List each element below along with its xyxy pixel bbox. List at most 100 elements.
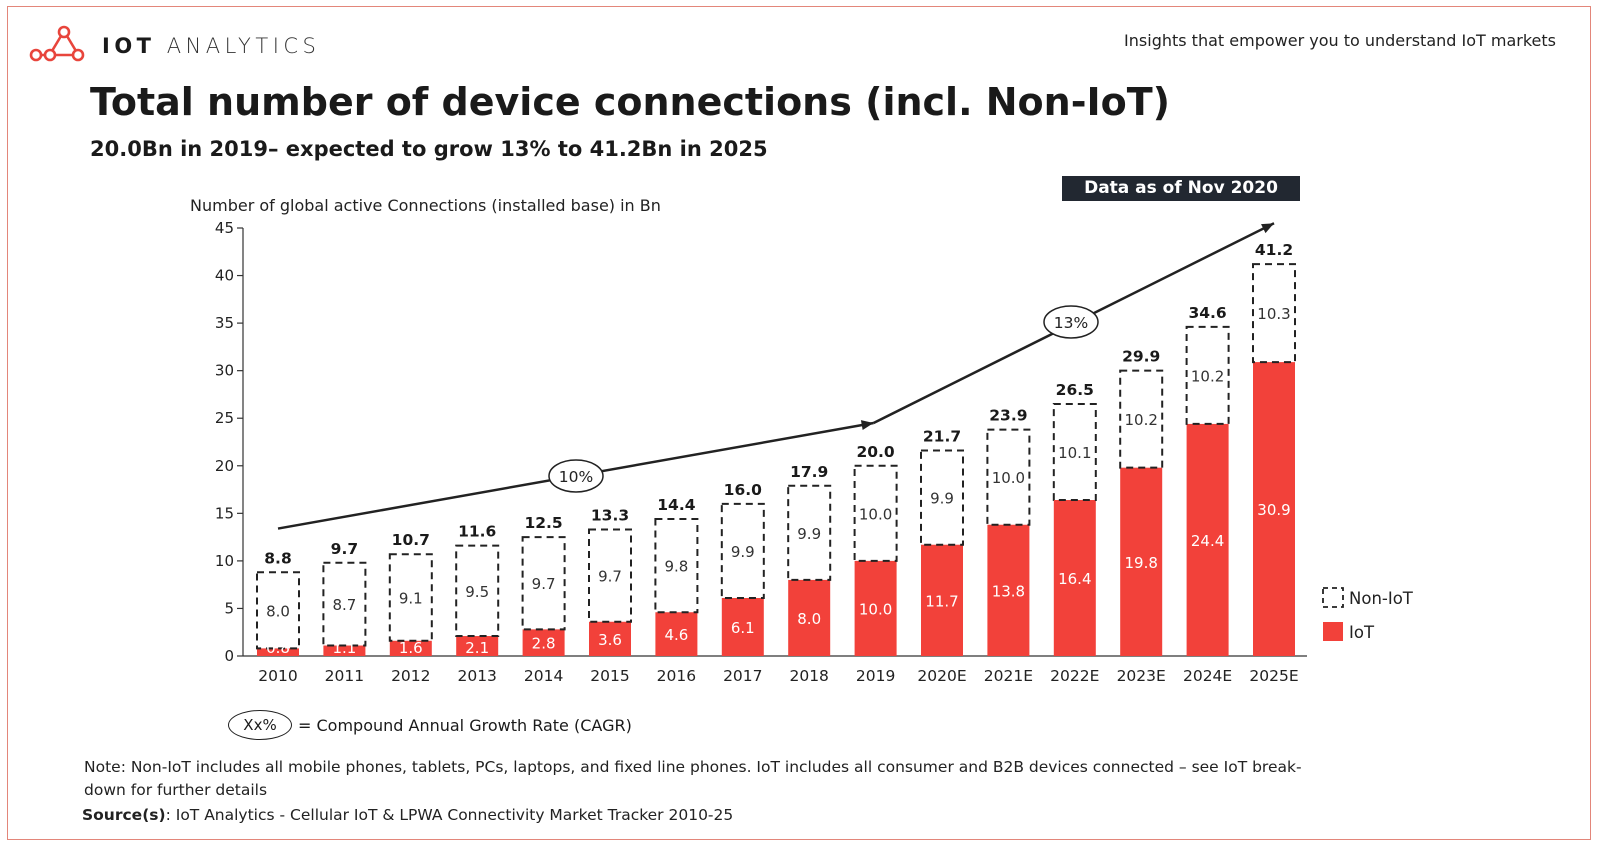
x-tick-label: 2020E (917, 667, 966, 685)
x-tick-label: 2016 (657, 667, 696, 685)
cagr-bubble-2-label: 13% (1054, 314, 1088, 332)
non-iot-value-label: 10.3 (1257, 305, 1290, 323)
cagr-bubble-1-label: 10% (559, 468, 593, 486)
chart-title: Total number of device connections (incl… (90, 80, 1171, 124)
x-tick-label: 2018 (789, 667, 828, 685)
iot-bar (987, 524, 1030, 656)
iot-value-label: 6.1 (731, 619, 755, 637)
iot-bar (1186, 423, 1229, 656)
total-value-label: 34.6 (1188, 304, 1226, 322)
total-value-label: 20.0 (856, 443, 894, 461)
non-iot-value-label: 9.5 (465, 583, 489, 601)
total-value-label: 9.7 (331, 540, 358, 558)
iot-value-label: 30.9 (1257, 501, 1290, 519)
y-tick-label: 35 (215, 314, 234, 332)
iot-bar (323, 645, 366, 656)
non-iot-bar (1252, 263, 1296, 364)
iot-bar (257, 648, 299, 656)
iot-value-label: 2.8 (532, 635, 556, 653)
non-iot-value-label: 10.0 (992, 469, 1025, 487)
iot-bar (921, 544, 963, 656)
non-iot-value-label: 9.1 (399, 590, 423, 608)
x-tick-label: 2010 (258, 667, 297, 685)
iot-value-label: 10.0 (859, 600, 892, 618)
source-label: Source(s) (82, 806, 166, 824)
non-iot-bar (322, 561, 367, 647)
footnote: Note: Non-IoT includes all mobile phones… (84, 758, 1302, 799)
non-iot-bar (720, 502, 765, 599)
x-tick-label: 2015 (590, 667, 629, 685)
non-iot-value-label: 9.9 (797, 525, 821, 543)
legend-non-iot-label: Non-IoT (1349, 589, 1414, 608)
total-value-label: 21.7 (923, 428, 961, 446)
non-iot-bar (588, 528, 632, 623)
x-tick-label: 2012 (391, 667, 430, 685)
data-date-badge: Data as of Nov 2020 (1062, 176, 1300, 201)
x-tick-label: 2025E (1249, 667, 1298, 685)
tagline: Insights that empower you to understand … (1124, 31, 1556, 50)
x-tick-label: 2024E (1183, 667, 1232, 685)
non-iot-value-label: 8.0 (266, 602, 290, 620)
non-iot-bar (920, 449, 964, 546)
non-iot-bar (787, 484, 832, 581)
cagr-bubble-1-ellipse (548, 459, 604, 493)
brand-name-bold: IOT (102, 34, 156, 58)
total-value-label: 29.9 (1122, 348, 1160, 366)
non-iot-value-label: 9.9 (731, 543, 755, 561)
x-tick-label: 2011 (325, 667, 364, 685)
non-iot-bar (654, 518, 699, 614)
iot-value-label: 4.6 (664, 626, 688, 644)
y-tick-label: 15 (215, 504, 234, 522)
non-iot-bar (853, 464, 898, 562)
iot-value-label: 19.8 (1124, 554, 1157, 572)
x-tick-label: 2023E (1117, 667, 1166, 685)
cagr-arrowhead-2 (1261, 223, 1274, 234)
non-iot-bar (455, 544, 500, 638)
total-value-label: 17.9 (790, 463, 828, 481)
iot-value-label: 13.8 (992, 582, 1025, 600)
x-tick-label: 2021E (984, 667, 1033, 685)
slide-frame (7, 6, 1591, 840)
non-iot-value-label: 10.2 (1124, 411, 1157, 429)
y-tick-label: 0 (224, 647, 234, 665)
non-iot-value-label: 10.1 (1058, 444, 1091, 462)
iot-bar (1120, 467, 1163, 656)
iot-bar (456, 636, 499, 656)
non-iot-value-label: 10.0 (859, 505, 892, 523)
iot-bar (1253, 362, 1295, 656)
non-iot-bar (1119, 369, 1164, 469)
legend-non-iot-swatch (1322, 587, 1344, 608)
y-tick-label: 5 (224, 599, 234, 617)
non-iot-bar (256, 571, 300, 650)
brand-name-light: ANALYTICS (166, 34, 321, 58)
iot-value-label: 1.6 (399, 639, 423, 657)
y-tick-label: 20 (215, 457, 234, 475)
non-iot-value-label: 9.7 (532, 575, 556, 593)
iot-bar (655, 612, 698, 656)
iot-value-label: 8.0 (797, 610, 821, 628)
legend-iot-swatch (1323, 622, 1343, 641)
non-iot-bar (1185, 325, 1230, 425)
iot-bar (389, 640, 432, 656)
non-iot-bar (388, 553, 433, 642)
total-value-label: 41.2 (1255, 241, 1293, 259)
x-tick-label: 2013 (457, 667, 496, 685)
cagr-legend-text: = Compound Annual Growth Rate (CAGR) (298, 715, 632, 735)
iot-bar (589, 621, 631, 656)
total-value-label: 14.4 (657, 496, 695, 514)
iot-value-label: 11.7 (925, 592, 958, 610)
iot-bar (522, 629, 565, 656)
non-iot-value-label: 10.2 (1191, 367, 1224, 385)
total-value-label: 13.3 (591, 507, 629, 525)
legend-iot-label: IoT (1349, 623, 1375, 642)
iot-value-label: 1.1 (332, 639, 356, 657)
non-iot-bar (1052, 402, 1097, 502)
x-tick-label: 2014 (524, 667, 563, 685)
total-value-label: 12.5 (524, 514, 562, 532)
y-tick-label: 25 (215, 409, 234, 427)
non-iot-value-label: 9.8 (664, 558, 688, 576)
x-tick-label: 2019 (856, 667, 895, 685)
iot-value-label: 24.4 (1191, 532, 1224, 550)
chart-subtitle: 20.0Bn in 2019– expected to grow 13% to … (90, 137, 768, 161)
